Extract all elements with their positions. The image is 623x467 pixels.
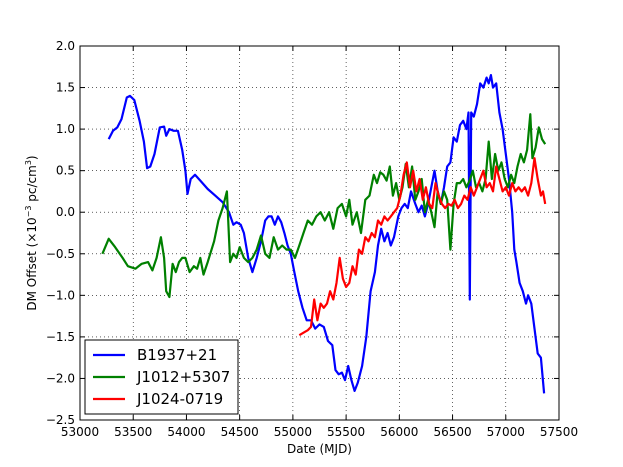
plot-frame bbox=[79, 45, 560, 421]
y-tick-label: 0.0 bbox=[56, 205, 75, 219]
legend: B1937+21 J1012+5307 J1024-0719 bbox=[84, 339, 239, 415]
y-axis-label: DM Offset (×10−3 pc/cm3) bbox=[24, 155, 39, 310]
y-tick-label: −2.0 bbox=[46, 371, 75, 385]
y-label-suffix: ) bbox=[25, 155, 39, 160]
series-line-0 bbox=[107, 74, 546, 394]
y-tick-label: −1.0 bbox=[46, 288, 75, 302]
x-tick-label: 56000 bbox=[380, 425, 418, 439]
x-tick-label: 56500 bbox=[433, 425, 471, 439]
y-tick-label: 0.5 bbox=[56, 164, 75, 178]
y-tick-label: −1.5 bbox=[46, 330, 75, 344]
x-tick-label: 54000 bbox=[167, 425, 205, 439]
y-label-exp: −3 bbox=[24, 206, 33, 218]
y-tick-label: 2.0 bbox=[56, 39, 75, 53]
x-tick-label: 57500 bbox=[540, 425, 578, 439]
x-axis-label: Date (MJD) bbox=[287, 442, 352, 456]
axis-ticks bbox=[79, 45, 560, 421]
y-tick-label: 1.0 bbox=[56, 122, 75, 136]
series-layer bbox=[101, 74, 547, 394]
x-tick-label: 55500 bbox=[327, 425, 365, 439]
x-tick-label: 53000 bbox=[61, 425, 99, 439]
series-line-2 bbox=[298, 157, 547, 337]
y-label-unit: pc/cm bbox=[25, 165, 39, 205]
legend-label-1: J1012+5307 bbox=[136, 368, 230, 386]
y-label-unit-exp: 3 bbox=[24, 160, 33, 165]
series-line-1 bbox=[101, 113, 547, 299]
y-tick-label: 1.5 bbox=[56, 81, 75, 95]
y-tick-label: −2.5 bbox=[46, 413, 75, 427]
tick-labels: 53000 53500 54000 54500 55000 55500 56000 56500… bbox=[46, 39, 578, 439]
x-tick-label: 57000 bbox=[487, 425, 525, 439]
y-label-times: ×10 bbox=[25, 217, 39, 242]
x-tick-label: 53500 bbox=[114, 425, 152, 439]
y-tick-label: −0.5 bbox=[46, 247, 75, 261]
y-label-prefix: DM Offset ( bbox=[25, 243, 39, 311]
x-tick-label: 55000 bbox=[274, 425, 312, 439]
legend-label-0: B1937+21 bbox=[137, 346, 217, 364]
x-tick-label: 54500 bbox=[221, 425, 259, 439]
legend-label-2: J1024-0719 bbox=[136, 390, 223, 408]
